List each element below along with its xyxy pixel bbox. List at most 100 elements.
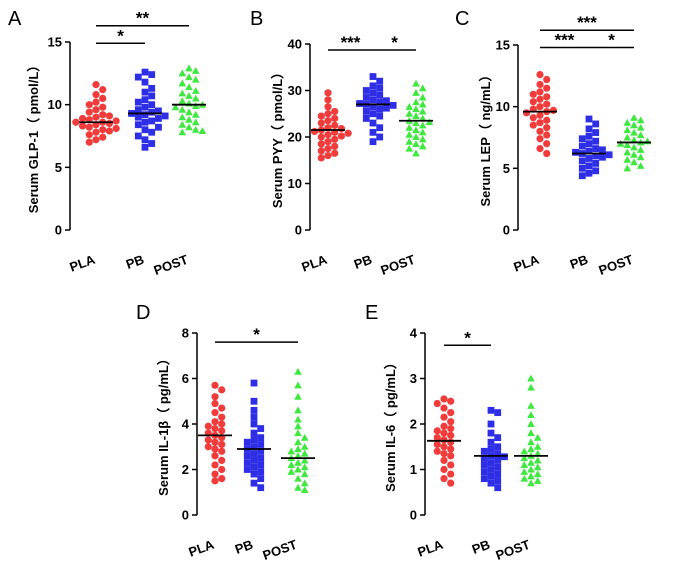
data-point-circle <box>440 413 448 421</box>
data-point-triangle <box>636 131 645 139</box>
data-point-square <box>155 115 162 122</box>
data-point-circle <box>324 152 332 160</box>
data-point-circle <box>543 149 551 158</box>
significance-label: * <box>391 33 398 52</box>
data-point-circle <box>522 109 531 117</box>
data-point-circle <box>529 121 537 129</box>
data-point-circle <box>211 461 219 469</box>
panel-letter: C <box>455 8 469 30</box>
data-point-triangle <box>178 128 187 136</box>
data-point-square <box>362 115 370 122</box>
data-point-circle <box>440 443 448 451</box>
data-point-circle <box>211 452 219 460</box>
series-pla <box>522 71 558 158</box>
data-point-circle <box>447 479 455 487</box>
data-point-square <box>369 82 377 90</box>
data-point-triangle <box>405 123 414 131</box>
y-tick-label: 1 <box>410 462 417 477</box>
data-point-square <box>592 167 600 175</box>
data-point-triangle <box>412 133 420 141</box>
data-point-circle <box>324 103 332 111</box>
significance-label: * <box>253 325 260 344</box>
data-point-circle <box>433 427 441 435</box>
data-point-triangle <box>294 458 302 466</box>
data-point-circle <box>85 138 93 146</box>
data-point-circle <box>324 89 332 97</box>
data-point-square <box>383 97 390 105</box>
data-point-circle <box>218 440 226 449</box>
data-point-square <box>494 450 502 457</box>
data-point-circle <box>324 131 332 139</box>
y-tick-label: 30 <box>288 83 302 98</box>
data-point-circle <box>105 127 114 135</box>
data-point-circle <box>337 125 346 133</box>
series-post <box>399 79 434 157</box>
data-point-circle <box>536 95 544 103</box>
data-point-triangle <box>520 467 529 475</box>
data-point-circle <box>440 465 448 474</box>
data-point-square <box>250 413 258 421</box>
x-category-label: PB <box>352 252 374 272</box>
y-tick-label: 5 <box>503 161 510 176</box>
data-point-circle <box>331 107 339 116</box>
data-point-triangle <box>630 158 638 166</box>
data-point-triangle <box>623 118 632 126</box>
data-point-triangle <box>412 126 420 134</box>
data-point-square <box>250 406 258 414</box>
data-point-circle <box>317 112 325 120</box>
data-point-square <box>376 124 384 132</box>
data-point-square <box>572 148 579 156</box>
data-point-circle <box>218 456 226 464</box>
data-point-circle <box>317 154 325 162</box>
data-point-square <box>369 110 377 118</box>
y-tick-label: 10 <box>48 97 62 112</box>
data-point-triangle <box>185 115 193 123</box>
data-point-square <box>480 461 488 469</box>
y-tick-label: 8 <box>182 326 189 341</box>
data-point-square <box>148 101 156 109</box>
data-point-square <box>134 98 142 106</box>
data-point-triangle <box>630 128 638 136</box>
data-point-square <box>494 484 502 492</box>
data-point-triangle <box>533 456 542 464</box>
data-point-square <box>250 379 258 387</box>
data-point-square <box>141 88 149 96</box>
data-point-triangle <box>533 433 542 441</box>
data-point-circle <box>529 98 537 106</box>
data-point-circle <box>447 418 455 426</box>
data-point-square <box>578 172 586 180</box>
data-point-square <box>257 484 265 492</box>
data-point-triangle <box>636 162 645 169</box>
data-point-circle <box>536 127 544 135</box>
data-point-circle <box>310 127 319 136</box>
data-point-circle <box>331 149 339 157</box>
data-point-triangle <box>520 474 529 482</box>
data-point-triangle <box>533 463 542 471</box>
data-point-square <box>257 441 265 448</box>
data-point-circle <box>440 395 448 403</box>
data-point-circle <box>324 145 332 153</box>
panel-letter: D <box>136 302 150 324</box>
y-tick-label: 10 <box>288 176 302 191</box>
data-point-square <box>487 459 495 467</box>
data-point-circle <box>92 128 100 136</box>
series-pb <box>474 406 508 492</box>
y-tick-label: 15 <box>496 38 510 53</box>
data-point-square <box>494 434 502 442</box>
data-point-triangle <box>300 486 309 494</box>
data-point-triangle <box>185 123 193 131</box>
x-category-label: PB <box>568 252 590 272</box>
data-point-circle <box>99 103 107 111</box>
data-point-square <box>592 152 600 160</box>
data-point-triangle <box>294 465 302 473</box>
data-point-circle <box>536 80 544 89</box>
data-point-circle <box>211 381 219 389</box>
data-point-circle <box>218 386 226 394</box>
data-point-square <box>369 138 377 146</box>
data-point-circle <box>433 440 441 449</box>
data-point-square <box>376 133 384 141</box>
data-point-circle <box>543 84 551 92</box>
data-point-circle <box>324 138 332 146</box>
data-point-triangle <box>418 142 427 150</box>
